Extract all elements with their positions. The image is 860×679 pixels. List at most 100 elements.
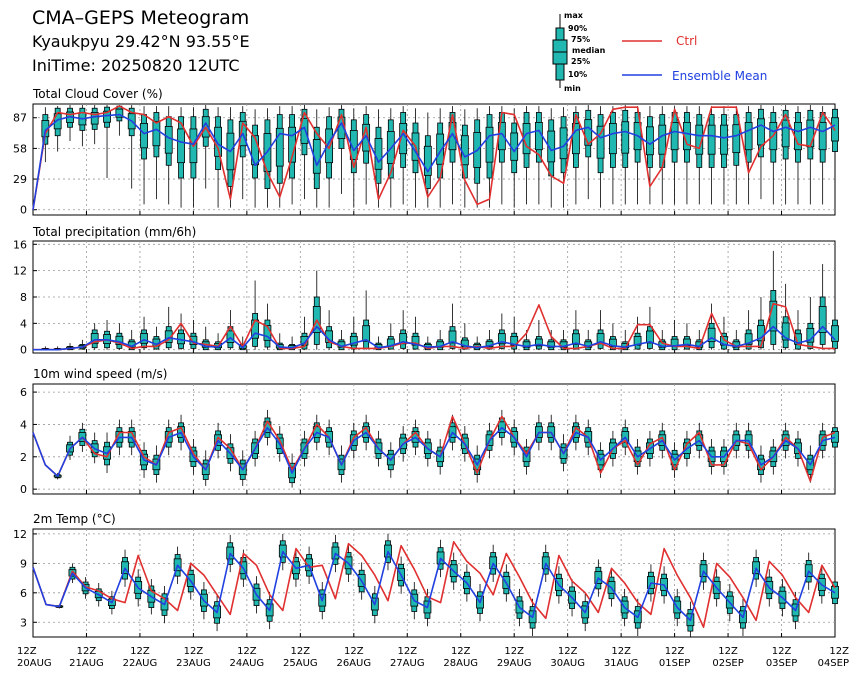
box-inner: [448, 330, 457, 344]
x-tick-label-date: 23AUG: [176, 658, 211, 669]
box-inner: [164, 330, 173, 343]
ctrl-series-line: [32, 415, 836, 482]
init-time: IniTime: 20250820 12UTC: [32, 56, 240, 75]
box-inner: [140, 333, 148, 344]
box-inner: [547, 341, 556, 348]
y-tick-label: 16: [13, 238, 27, 251]
panel-frame: [32, 383, 836, 495]
x-tick-label-hour: 12Z: [237, 646, 257, 657]
y-tick-label: 12: [13, 265, 27, 278]
x-tick-label-date: 27AUG: [390, 658, 425, 669]
x-tick-label-hour: 12Z: [665, 646, 685, 657]
y-tick-label: 87: [13, 112, 27, 125]
box-inner: [534, 121, 543, 151]
box-inner: [140, 123, 148, 149]
box-inner: [695, 124, 704, 155]
y-tick-label: 6: [20, 386, 27, 399]
legend-mean-label: Ensemble Mean: [672, 69, 767, 83]
box-inner: [757, 118, 765, 146]
box-inner: [90, 112, 99, 125]
legend-box-label: 10%: [568, 70, 587, 79]
y-tick-label: 0: [20, 204, 27, 217]
box-inner: [794, 121, 802, 151]
x-tick-label-date: 31AUG: [604, 658, 639, 669]
box-inner: [744, 333, 753, 345]
box-inner: [534, 338, 543, 347]
y-tick-label: 12: [13, 528, 27, 541]
ctrl-series-line: [32, 540, 836, 629]
mean-series-line: [32, 426, 836, 478]
box-inner: [596, 125, 605, 159]
x-tick-label-hour: 12Z: [451, 646, 471, 657]
box-inner: [497, 333, 506, 345]
x-tick-label-hour: 12Z: [397, 646, 417, 657]
x-tick-label-hour: 12Z: [829, 646, 849, 657]
box-inner: [609, 123, 617, 155]
x-tick-label-date: 22AUG: [123, 658, 158, 669]
x-tick-label-hour: 12Z: [77, 646, 97, 657]
y-tick-label: 58: [13, 142, 27, 155]
chart-title: CMA–GEPS Meteogram: [32, 7, 250, 29]
box-inner: [646, 126, 654, 156]
box-inner: [732, 124, 741, 154]
box-inner: [460, 135, 469, 166]
x-tick-label-date: 28AUG: [443, 658, 478, 669]
x-tick-label-date: 04SEP: [818, 658, 849, 669]
legend-box-label: median: [572, 46, 606, 55]
x-tick-label-date: 26AUG: [336, 658, 371, 669]
box-inner: [818, 121, 827, 151]
box-inner: [621, 121, 630, 154]
y-tick-label: 0: [20, 483, 27, 496]
ctrl-series-line: [32, 105, 836, 210]
legend-box-label: 25%: [571, 57, 590, 66]
y-tick-label: 4: [20, 418, 27, 431]
x-tick-label-hour: 12Z: [772, 646, 792, 657]
x-tick-label-hour: 12Z: [184, 646, 204, 657]
y-tick-label: 4: [20, 317, 27, 330]
box-inner: [436, 133, 445, 165]
box-inner: [522, 341, 531, 348]
x-tick-label-date: 29AUG: [497, 658, 532, 669]
box-inner: [707, 327, 716, 343]
mean-series-line: [33, 325, 836, 351]
panel-title: Total Cloud Cover (%): [32, 87, 163, 101]
legend-box-label: min: [564, 84, 581, 93]
box-inner: [374, 138, 383, 170]
box-inner: [177, 128, 185, 164]
panel-title: 2m Temp (°C): [33, 512, 116, 526]
y-tick-label: 9: [20, 557, 27, 570]
box-inner: [670, 121, 679, 151]
box-inner: [349, 130, 358, 160]
box-inner: [164, 126, 173, 154]
y-tick-label: 29: [13, 173, 27, 186]
box-inner: [90, 333, 99, 344]
box-inner: [831, 431, 839, 443]
x-tick-label-date: 03SEP: [766, 658, 797, 669]
panel-title: Total precipitation (mm/6h): [32, 225, 196, 239]
box-inner: [818, 306, 827, 333]
box-inner: [226, 330, 235, 343]
box-inner: [658, 124, 667, 155]
x-tick-label-date: 02SEP: [712, 658, 743, 669]
x-tick-label-hour: 12Z: [558, 646, 578, 657]
box-inner: [744, 121, 753, 151]
y-tick-label: 8: [20, 291, 27, 304]
x-tick-label-date: 21AUG: [69, 658, 104, 669]
box-inner: [325, 128, 334, 164]
panel-title: 10m wind speed (m/s): [33, 367, 167, 381]
box-inner: [559, 127, 568, 160]
x-tick-label-hour: 12Z: [611, 646, 631, 657]
legend-box-label: 90%: [568, 24, 587, 33]
box-inner: [547, 130, 556, 163]
x-tick-label-hour: 12Z: [291, 646, 311, 657]
box-inner: [485, 126, 494, 163]
box-inner: [300, 117, 309, 144]
box-inner: [152, 120, 161, 147]
box-inner: [707, 124, 716, 155]
x-tick-label-hour: 12Z: [17, 646, 37, 657]
y-tick-label: 0: [20, 344, 27, 357]
y-tick-label: 2: [20, 451, 27, 464]
box-inner: [781, 119, 790, 148]
box-inner: [720, 124, 728, 155]
